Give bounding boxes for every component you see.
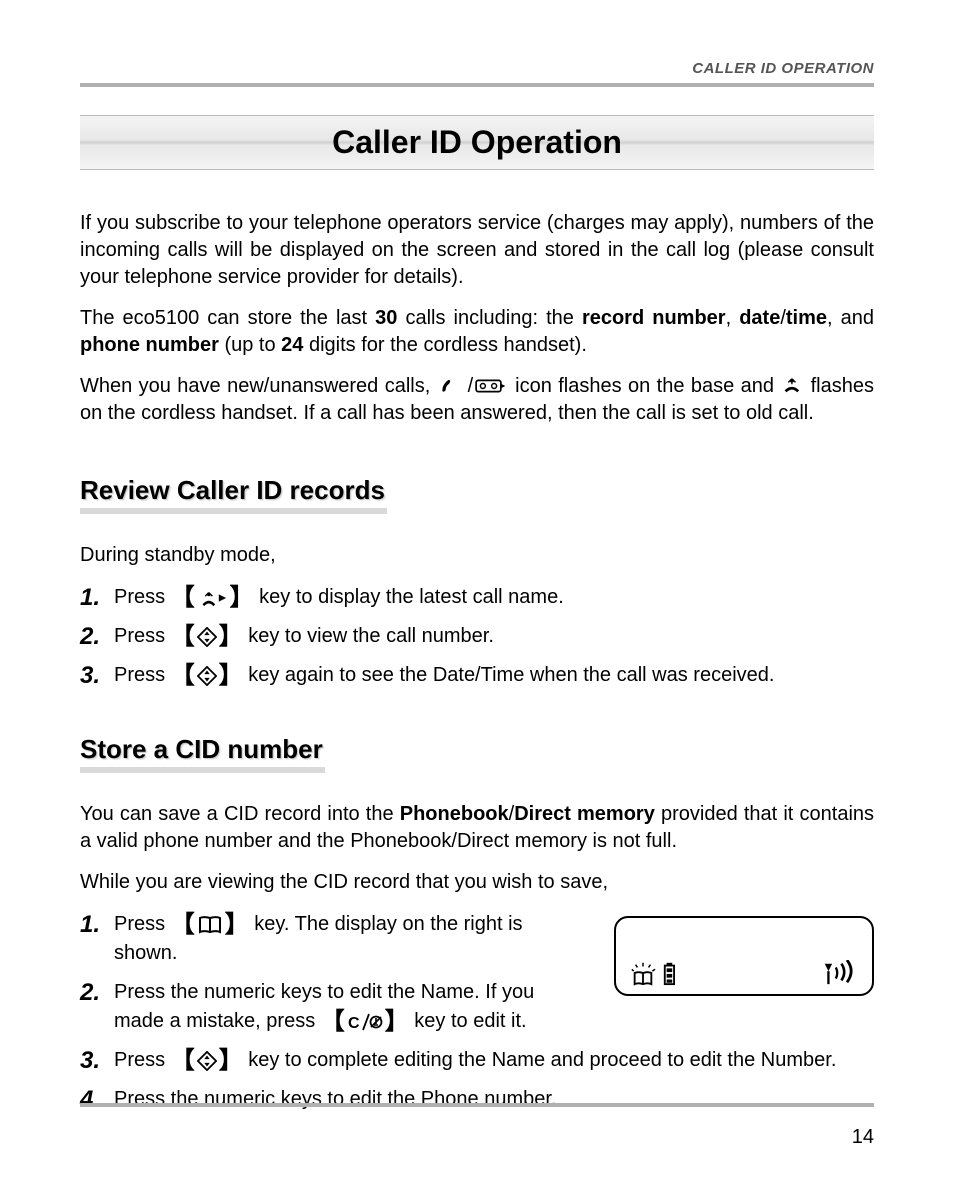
page-title: Caller ID Operation [80, 115, 874, 170]
bottom-rule [80, 1103, 874, 1107]
text: key to display the latest call name. [254, 586, 564, 608]
tape-icon [475, 377, 507, 395]
nav-diamond-key: 【】 [171, 1049, 243, 1073]
bold-30: 30 [375, 307, 397, 329]
review-steps: Press 【】 key to display the latest call … [80, 583, 874, 690]
step-2: Press the numeric keys to edit the Name.… [80, 978, 574, 1036]
text: icon flashes on the base and [515, 375, 780, 397]
section2-lead-2: While you are viewing the CID record tha… [80, 869, 874, 896]
page-number: 14 [852, 1126, 874, 1149]
store-steps-row: Press 【】 key. The display on the right i… [80, 910, 874, 1046]
lcd-battery-icon [662, 960, 677, 986]
bold-phone-number: phone number [80, 334, 219, 356]
text: When you have new/unanswered calls, [80, 375, 437, 397]
text: Press [114, 625, 171, 647]
section-heading-store: Store a CID number [80, 734, 325, 773]
missed-call-icon [782, 377, 802, 395]
step-1: Press 【】 key. The display on the right i… [80, 910, 574, 968]
section1-lead: During standby mode, [80, 542, 874, 569]
text: Press [114, 586, 171, 608]
section-heading-review: Review Caller ID records [80, 475, 387, 514]
nav-diamond-key: 【】 [171, 625, 243, 649]
intro-para-2: The eco5100 can store the last 30 calls … [80, 305, 874, 359]
text: The eco5100 can store the last [80, 307, 375, 329]
text: key to view the call number. [243, 625, 494, 647]
text: calls including: the [397, 307, 582, 329]
text: , and [827, 307, 874, 329]
nav-diamond-key: 【】 [171, 664, 243, 688]
text: / [468, 375, 474, 397]
store-steps-top: Press 【】 key. The display on the right i… [80, 910, 574, 1036]
text: (up to [219, 334, 281, 356]
text: key to edit it. [409, 1010, 527, 1032]
text: You can save a CID record into the [80, 803, 400, 825]
top-rule [80, 83, 874, 87]
lcd-antenna-icon [821, 960, 858, 986]
step-4: Press the numeric keys to edit the Phone… [80, 1085, 874, 1114]
svg-text:C: C [348, 1015, 360, 1032]
step-3: Press 【】 key to complete editing the Nam… [80, 1046, 874, 1075]
bold-direct-memory: Direct memory [514, 803, 655, 825]
step-2: Press 【】 key to view the call number. [80, 622, 874, 651]
text: key to complete editing the Name and pro… [243, 1049, 837, 1071]
section2-lead-1: You can save a CID record into the Phone… [80, 801, 874, 855]
bold-24: 24 [281, 334, 303, 356]
bold-phonebook: Phonebook [400, 803, 509, 825]
bold-date: date [739, 307, 780, 329]
intro-para-3: When you have new/unanswered calls, / ic… [80, 373, 874, 427]
text: Press [114, 913, 171, 935]
lcd-display [614, 910, 874, 996]
text: digits for the cordless handset). [303, 334, 586, 356]
bold-time: time [786, 307, 827, 329]
lcd-phonebook-blink-icon [630, 960, 658, 986]
running-header: CALLER ID OPERATION [80, 60, 874, 77]
text: Press [114, 1049, 171, 1071]
text: key again to see the Date/Time when the … [243, 664, 775, 686]
text: Press [114, 664, 171, 686]
manual-page: CALLER ID OPERATION Caller ID Operation … [0, 0, 954, 1185]
intro-para-1: If you subscribe to your telephone opera… [80, 210, 874, 291]
handset-icon [439, 377, 466, 395]
bold-record-number: record number [582, 307, 726, 329]
cid-play-key: 【】 [171, 586, 254, 610]
step-1: Press 【】 key to display the latest call … [80, 583, 874, 612]
phonebook-key: 【】 [171, 913, 249, 937]
step-3: Press 【】 key again to see the Date/Time … [80, 661, 874, 690]
text: , [726, 307, 740, 329]
clear-mute-key: 【C】 [321, 1010, 409, 1034]
